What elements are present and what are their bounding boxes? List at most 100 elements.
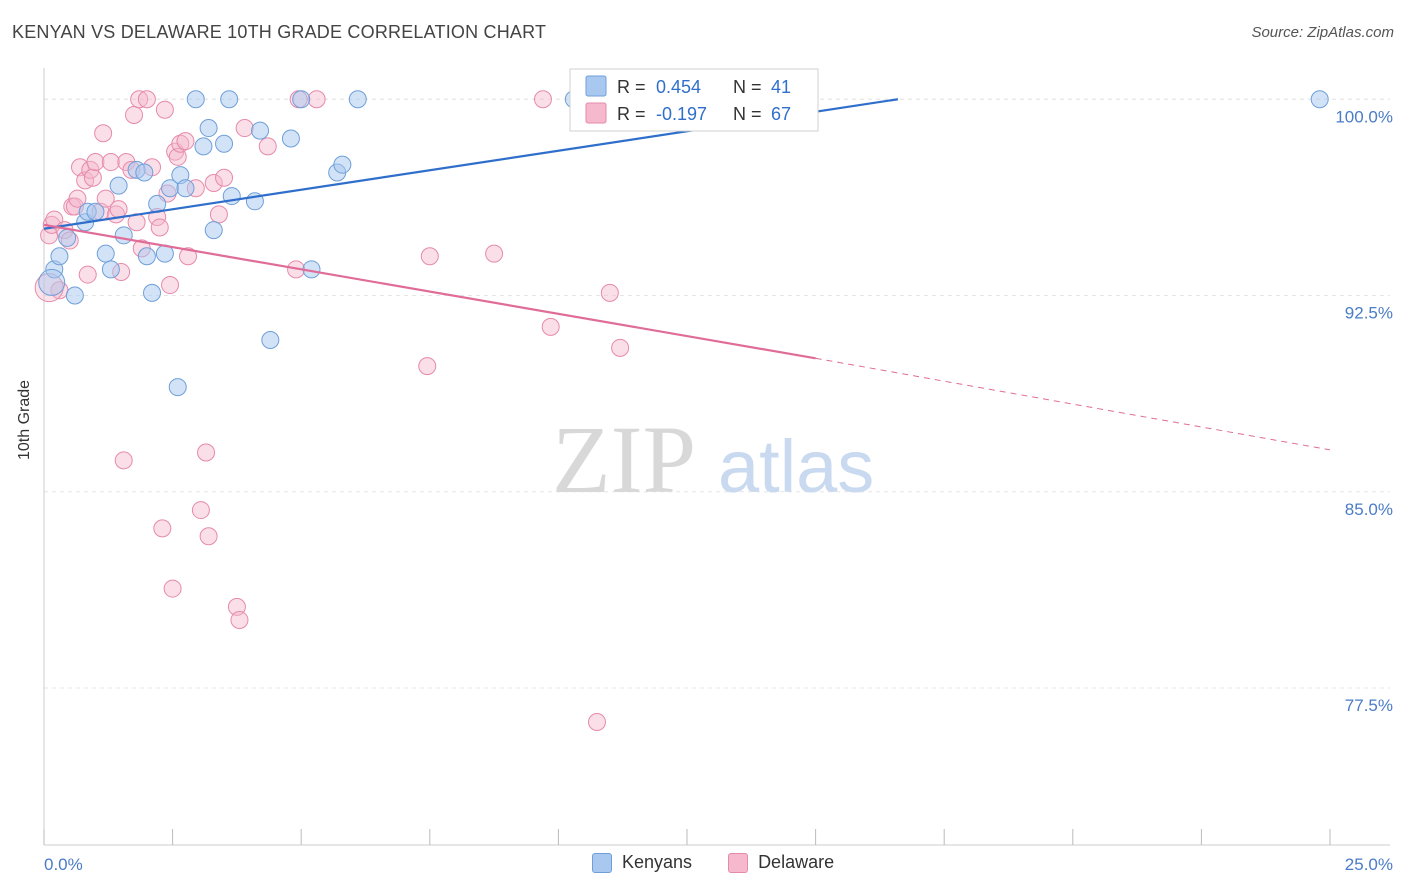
point-delaware xyxy=(215,168,234,187)
tick-labels: 100.0% 92.5% 85.0% 77.5% 0.0% 25.0% xyxy=(44,107,1393,874)
point-delaware xyxy=(155,100,174,119)
point-delaware xyxy=(161,276,180,295)
y-tick-label: 85.0% xyxy=(1345,500,1393,519)
point-delaware xyxy=(420,247,439,266)
point-delaware xyxy=(235,119,254,138)
point-delaware xyxy=(541,317,560,336)
point-kenyans xyxy=(109,176,128,195)
watermark-atlas: atlas xyxy=(718,425,874,508)
trend-lines xyxy=(43,98,1331,451)
delaware-label: Delaware xyxy=(758,852,835,872)
point-kenyans xyxy=(251,121,270,140)
point-delaware xyxy=(137,90,156,109)
point-delaware xyxy=(197,443,216,462)
legend-kenyans-r-value: 0.454 xyxy=(656,77,701,97)
point-kenyans xyxy=(199,119,218,138)
point-delaware xyxy=(86,153,105,172)
kenyans-label: Kenyans xyxy=(622,852,693,872)
point-kenyans xyxy=(292,90,311,109)
point-kenyans xyxy=(38,268,66,296)
trend-delaware-extrapolated xyxy=(815,357,1331,451)
y-tick-label: 77.5% xyxy=(1345,696,1393,715)
axes xyxy=(43,68,1390,846)
point-delaware xyxy=(418,357,437,376)
point-delaware xyxy=(258,137,277,156)
point-kenyans xyxy=(220,90,239,109)
kenyans-swatch xyxy=(592,852,612,873)
point-delaware xyxy=(153,519,172,538)
point-kenyans xyxy=(1310,90,1329,109)
point-kenyans xyxy=(137,247,156,266)
bottom-legend: Kenyans Delaware xyxy=(592,852,870,873)
legend-delaware-r-label: R = xyxy=(617,104,646,124)
point-kenyans xyxy=(114,226,133,245)
point-delaware xyxy=(611,338,630,357)
point-delaware xyxy=(209,205,228,224)
point-delaware xyxy=(230,610,249,629)
point-delaware xyxy=(83,168,102,187)
point-kenyans xyxy=(168,378,187,397)
point-kenyans xyxy=(194,137,213,156)
point-kenyans xyxy=(333,155,352,174)
point-delaware xyxy=(125,105,144,124)
point-kenyans xyxy=(261,330,280,349)
y-tick-label: 100.0% xyxy=(1335,107,1393,126)
point-delaware xyxy=(94,124,113,143)
trend-delaware xyxy=(43,223,816,360)
legend-delaware-r-value: -0.197 xyxy=(656,104,707,124)
legend-box: R = 0.454 N = 41 R = -0.197 N = 67 xyxy=(569,68,819,132)
point-kenyans xyxy=(58,228,77,247)
point-delaware xyxy=(68,189,87,208)
series-delaware xyxy=(34,90,630,732)
point-kenyans xyxy=(281,129,300,148)
legend-item-kenyans: Kenyans xyxy=(592,852,692,873)
y-tick-label: 92.5% xyxy=(1345,304,1393,323)
legend-delaware-swatch xyxy=(585,102,607,124)
point-delaware xyxy=(307,90,326,109)
point-kenyans xyxy=(96,244,115,263)
point-delaware xyxy=(78,265,97,284)
delaware-swatch xyxy=(728,852,749,873)
legend-item-delaware: Delaware xyxy=(728,852,834,873)
chart-title: KENYAN VS DELAWARE 10TH GRADE CORRELATIO… xyxy=(12,22,547,42)
point-kenyans xyxy=(135,163,154,182)
point-delaware xyxy=(176,132,195,151)
point-delaware xyxy=(179,247,198,266)
legend-kenyans-r-label: R = xyxy=(617,77,646,97)
point-kenyans xyxy=(204,221,223,240)
gridlines xyxy=(44,98,1390,689)
point-kenyans xyxy=(101,260,120,279)
legend-delaware-n-label: N = xyxy=(733,104,762,124)
legend-delaware-n-value: 67 xyxy=(771,104,791,124)
source-credit: Source: ZipAtlas.com xyxy=(1251,24,1394,41)
legend-kenyans-n-value: 41 xyxy=(771,77,791,97)
point-delaware xyxy=(199,527,218,546)
point-delaware xyxy=(96,189,115,208)
point-delaware xyxy=(114,451,133,470)
point-kenyans xyxy=(86,202,105,221)
point-delaware xyxy=(485,244,504,263)
point-kenyans xyxy=(215,134,234,153)
point-delaware xyxy=(150,218,169,237)
watermark-zip: ZIP xyxy=(552,406,696,513)
point-delaware xyxy=(587,713,606,732)
point-kenyans xyxy=(50,247,69,266)
point-kenyans xyxy=(176,179,195,198)
point-delaware xyxy=(600,283,619,302)
point-delaware xyxy=(101,153,120,172)
point-kenyans xyxy=(65,286,84,305)
series-kenyans xyxy=(38,90,1329,397)
point-delaware xyxy=(130,90,149,109)
point-delaware xyxy=(163,579,182,598)
point-delaware xyxy=(533,90,552,109)
legend-kenyans-n-label: N = xyxy=(733,77,762,97)
x-tick-label: 0.0% xyxy=(44,855,83,874)
point-delaware xyxy=(191,501,210,520)
point-delaware xyxy=(171,134,190,153)
point-delaware xyxy=(204,173,223,192)
x-tick-label: 25.0% xyxy=(1345,855,1393,874)
point-kenyans xyxy=(143,283,162,302)
legend-kenyans-swatch xyxy=(585,75,607,97)
point-kenyans xyxy=(348,90,367,109)
